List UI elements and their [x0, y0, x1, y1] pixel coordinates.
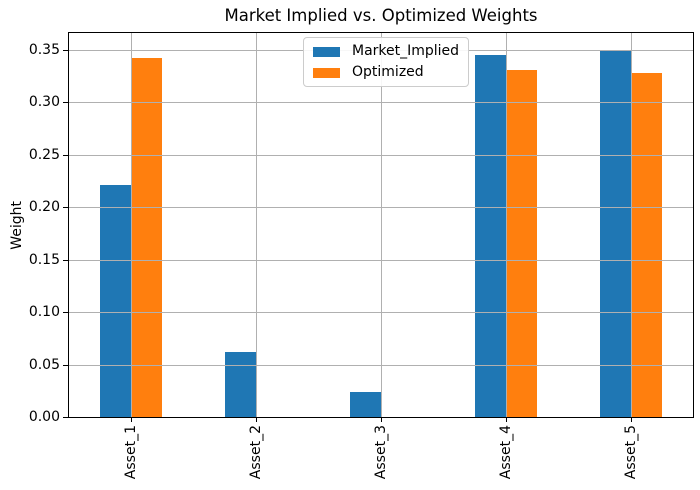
x-tick-label-container: Asset_1 — [122, 425, 140, 479]
bar-market_implied-asset_2 — [225, 351, 257, 417]
bar-optimized-asset_5 — [630, 73, 662, 417]
x-tick-mark — [381, 418, 382, 422]
x-tick-label-asset_3: Asset_3 — [373, 425, 389, 480]
y-tick-label: 0.25 — [28, 146, 60, 163]
y-tick-mark — [63, 49, 68, 51]
y-tick-label: 0.10 — [28, 304, 60, 321]
bar-optimized-asset_4 — [505, 69, 537, 417]
x-tick-mark — [256, 418, 258, 422]
x-tick-mark — [505, 418, 507, 422]
x-tick-label-container: Asset_4 — [497, 425, 515, 479]
x-tick-label-asset_4: Asset_4 — [497, 425, 514, 480]
y-tick-mark — [63, 417, 68, 418]
y-tick-label: 0.00 — [28, 409, 60, 425]
bar-optimized-asset_1 — [131, 58, 163, 417]
bar-market_implied-asset_5 — [599, 51, 631, 417]
v-gridline — [256, 33, 258, 417]
legend-entry-optimized: Optimized — [313, 65, 459, 80]
legend-label-optimized: Optimized — [352, 64, 424, 80]
y-tick-mark — [63, 207, 68, 209]
legend-swatch-market-implied — [313, 46, 340, 57]
y-tick-mark — [63, 312, 68, 314]
y-tick-label: 0.15 — [28, 251, 60, 268]
y-tick-label: 0.30 — [28, 94, 60, 111]
y-tick-mark — [63, 102, 68, 104]
v-gridline — [630, 33, 632, 417]
y-tick-label: 0.20 — [28, 199, 60, 216]
v-gridline — [505, 33, 507, 417]
x-tick-label-container: Asset_5 — [622, 425, 640, 479]
legend-entry-market-implied: Market_Implied — [313, 44, 459, 59]
chart-title: Market Implied vs. Optimized Weights — [224, 6, 538, 25]
y-tick-mark — [63, 154, 68, 156]
x-tick-mark — [630, 418, 632, 422]
legend: Market_Implied Optimized — [303, 37, 470, 87]
bar-market_implied-asset_4 — [474, 55, 506, 417]
v-gridline — [381, 33, 382, 417]
x-tick-mark — [131, 418, 133, 422]
x-tick-label-asset_1: Asset_1 — [123, 425, 140, 480]
legend-label-market-implied: Market_Implied — [352, 43, 460, 59]
y-tick-label: 0.05 — [28, 356, 60, 373]
bar-market_implied-asset_3 — [350, 391, 381, 417]
y-tick-label: 0.35 — [28, 41, 60, 58]
bar-market_implied-asset_1 — [100, 185, 132, 417]
y-tick-mark — [63, 259, 68, 261]
legend-swatch-optimized — [313, 67, 340, 78]
x-tick-label-asset_5: Asset_5 — [622, 425, 639, 480]
x-tick-label-container: Asset_3 — [372, 425, 390, 479]
v-gridline — [131, 33, 133, 417]
x-tick-label-asset_2: Asset_2 — [248, 425, 265, 480]
y-tick-mark — [63, 364, 68, 366]
x-tick-label-container: Asset_2 — [247, 425, 265, 479]
